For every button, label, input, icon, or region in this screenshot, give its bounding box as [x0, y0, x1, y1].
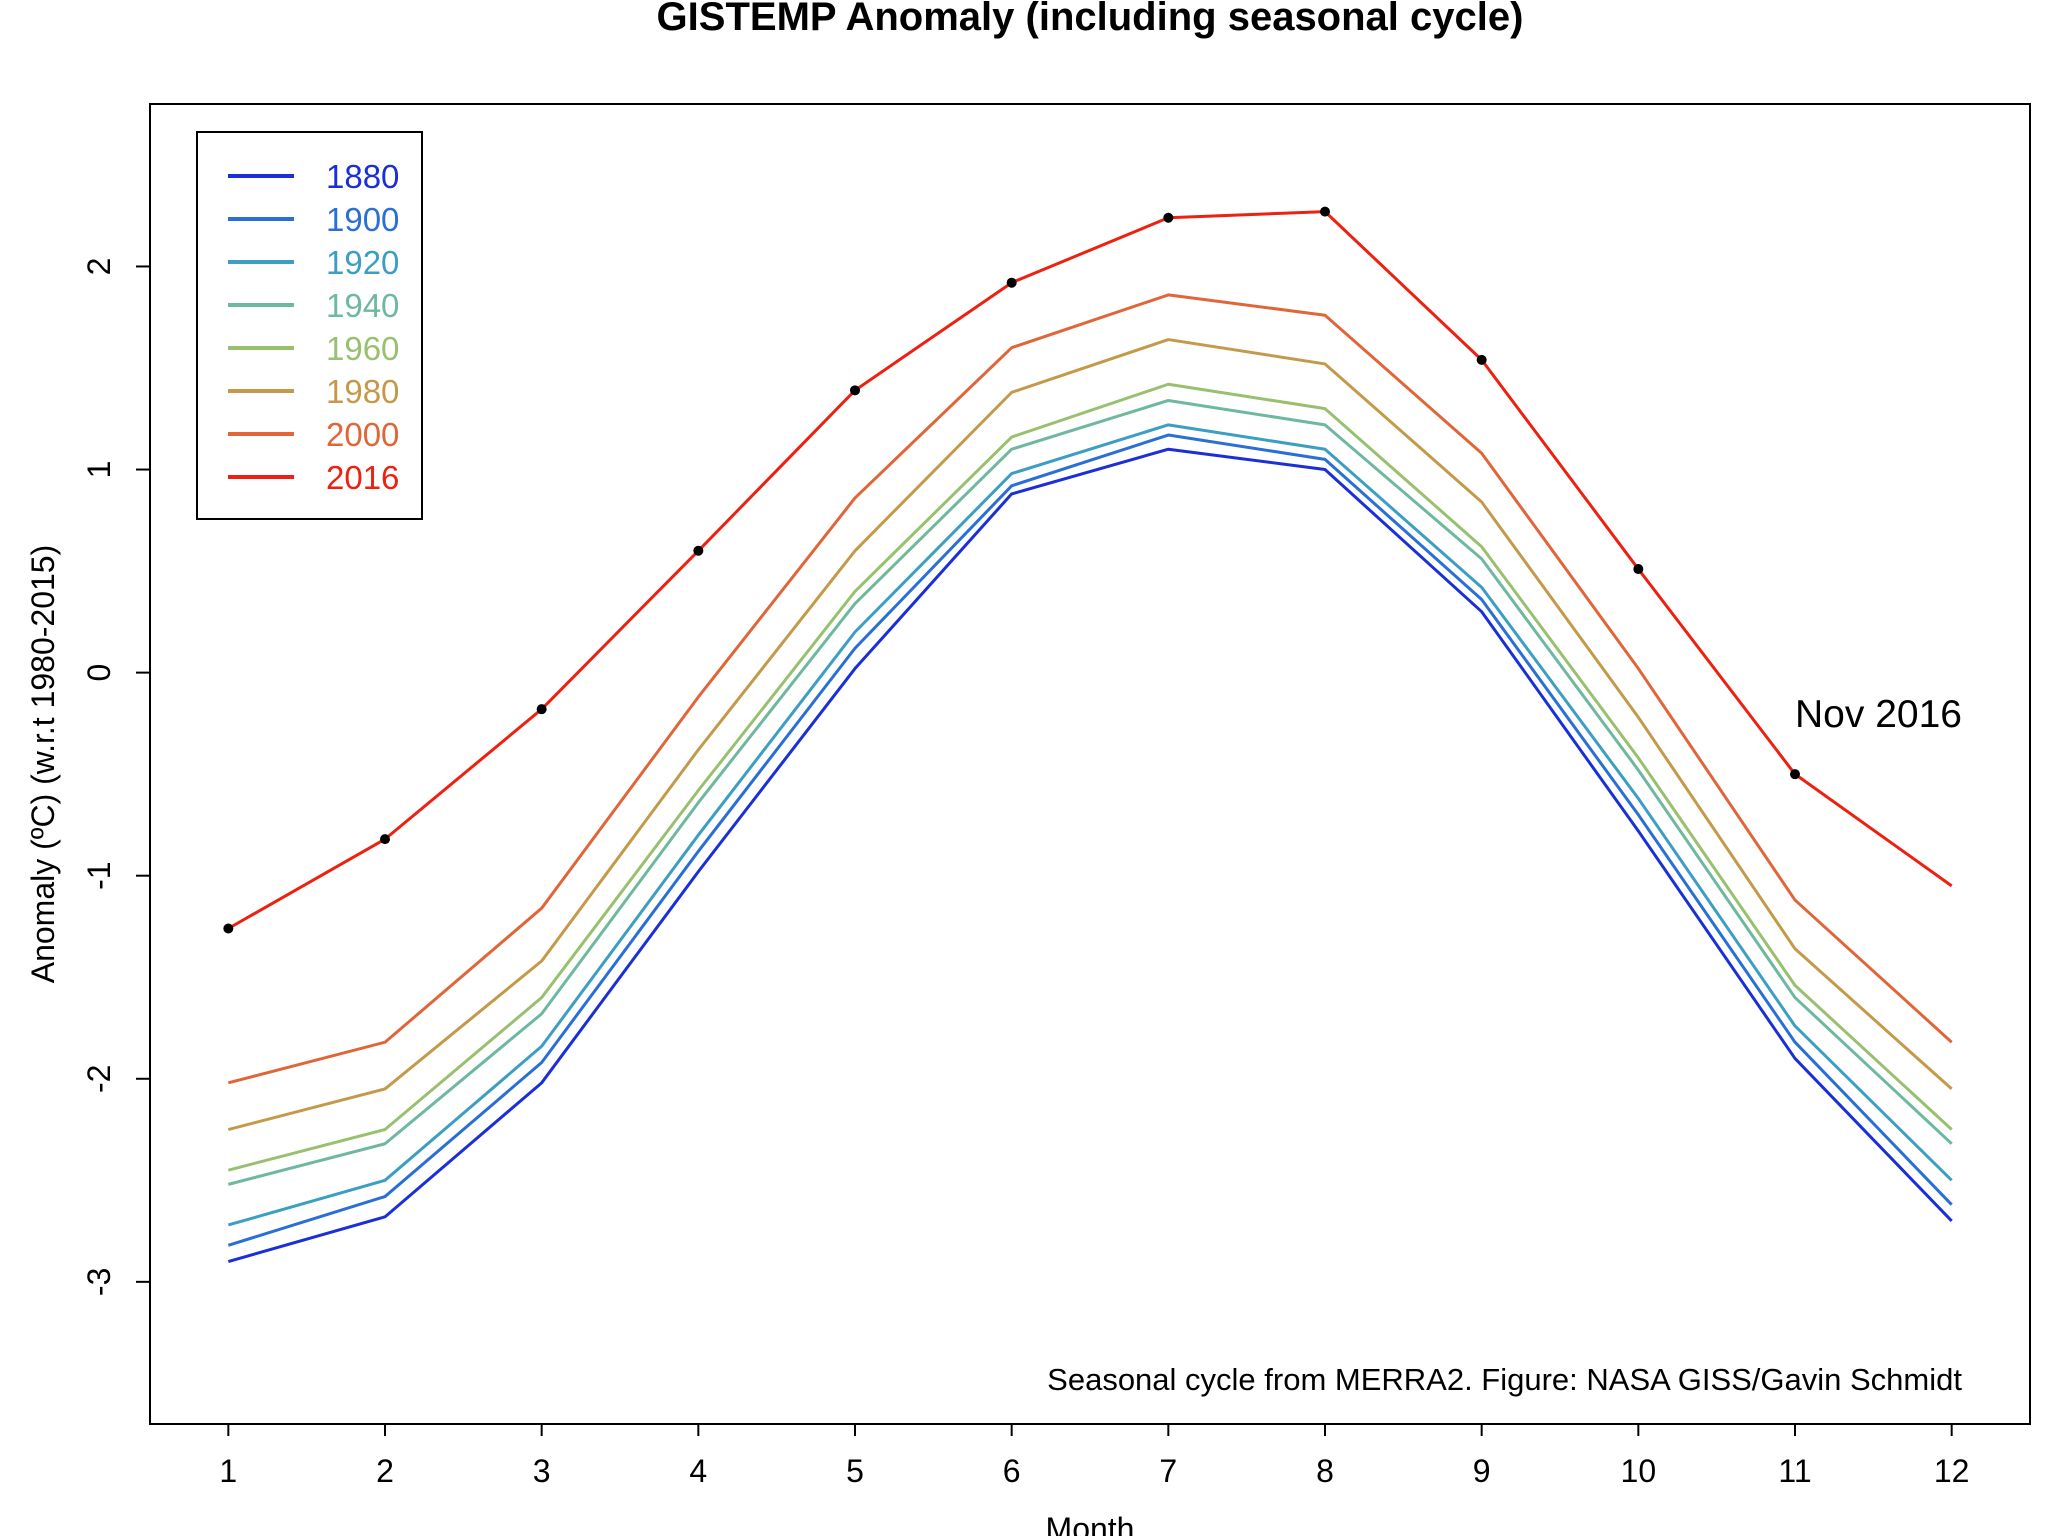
point-2016-month-3 — [536, 704, 547, 715]
legend-label-1880: 1880 — [326, 158, 399, 195]
series-line-1980 — [227, 338, 1953, 1131]
point-2016-month-8 — [1320, 206, 1330, 217]
annotation-nov-2016: Nov 2016 — [1795, 693, 1962, 736]
x-tick-label: 1 — [219, 1453, 237, 1489]
legend-label-1960: 1960 — [326, 330, 399, 367]
point-2016-month-9 — [1476, 354, 1487, 365]
series-line-2016 — [227, 210, 1953, 930]
x-tick-label: 11 — [1778, 1453, 1811, 1489]
series-line-1960 — [227, 382, 1953, 1172]
legend-label-1940: 1940 — [326, 287, 399, 324]
x-tick-label: 2 — [376, 1453, 394, 1489]
point-2016-month-10 — [1633, 564, 1644, 575]
chart-title: GISTEMP Anomaly (including seasonal cycl… — [657, 0, 1524, 39]
y-tick-label: -3 — [81, 1268, 117, 1296]
y-tick-label: 1 — [81, 461, 117, 479]
y-tick-label: -2 — [81, 1065, 117, 1093]
y-axis: -3 -2 -1 0 1 2 — [81, 258, 150, 1296]
x-axis: 1 2 3 4 5 6 7 8 9 10 11 12 — [219, 1424, 1969, 1489]
legend: 1880 1900 1920 1940 1960 1980 2000 2016 — [196, 131, 423, 520]
x-tick-label: 7 — [1159, 1453, 1177, 1489]
series-line-2000 — [227, 293, 1953, 1085]
legend-label-1980: 1980 — [326, 373, 399, 410]
point-2016-month-1 — [223, 923, 234, 934]
x-tick-label: 6 — [1003, 1453, 1021, 1489]
plot-area — [149, 103, 2031, 1425]
legend-label-2016: 2016 — [326, 459, 399, 496]
x-tick-label: 8 — [1316, 1453, 1334, 1489]
x-tick-label: 10 — [1621, 1453, 1657, 1489]
legend-label-1920: 1920 — [326, 244, 399, 281]
legend-box — [196, 131, 423, 520]
x-tick-label: 9 — [1473, 1453, 1491, 1489]
legend-label-1900: 1900 — [326, 201, 399, 238]
highlight-points — [223, 206, 1800, 934]
y-tick-label: -1 — [81, 861, 117, 889]
point-2016-month-5 — [850, 385, 860, 396]
x-tick-label: 5 — [846, 1453, 864, 1489]
x-tick-label: 3 — [533, 1453, 551, 1489]
series-line-1880 — [227, 447, 1953, 1263]
x-tick-label: 12 — [1934, 1453, 1970, 1489]
y-tick-label: 0 — [81, 664, 117, 682]
point-2016-month-2 — [380, 834, 390, 845]
series-lines — [227, 210, 1953, 1263]
x-axis-label: Month — [1046, 1511, 1135, 1536]
legend-label-2000: 2000 — [326, 416, 399, 453]
series-line-1900 — [227, 433, 1953, 1247]
series-line-1920 — [227, 423, 1953, 1227]
point-2016-month-6 — [1006, 277, 1017, 288]
x-tick-label: 4 — [689, 1453, 707, 1489]
point-2016-month-4 — [693, 545, 704, 556]
point-2016-month-11 — [1790, 769, 1800, 780]
figure-credit: Seasonal cycle from MERRA2. Figure: NASA… — [1047, 1362, 1962, 1397]
y-tick-label: 2 — [81, 258, 117, 276]
y-axis-label: Anomaly (ºC) (w.r.t 1980-2015) — [25, 545, 61, 984]
point-2016-month-7 — [1163, 212, 1174, 223]
series-line-1940 — [227, 398, 1953, 1186]
